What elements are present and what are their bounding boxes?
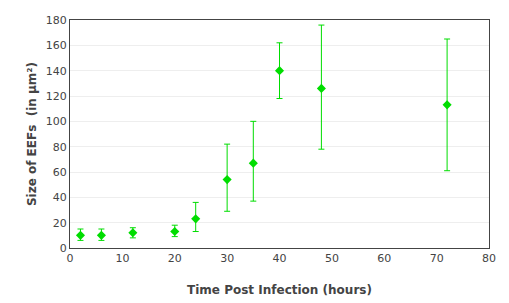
svg-text:160: 160 bbox=[46, 39, 67, 52]
svg-text:10: 10 bbox=[115, 252, 129, 265]
svg-text:180: 180 bbox=[46, 14, 67, 27]
svg-text:40: 40 bbox=[273, 252, 287, 265]
svg-text:70: 70 bbox=[430, 252, 444, 265]
svg-text:50: 50 bbox=[325, 252, 339, 265]
svg-text:60: 60 bbox=[377, 252, 391, 265]
svg-text:30: 30 bbox=[220, 252, 234, 265]
svg-text:140: 140 bbox=[46, 65, 67, 78]
svg-text:80: 80 bbox=[53, 141, 67, 154]
svg-text:0: 0 bbox=[60, 242, 67, 255]
svg-text:100: 100 bbox=[46, 115, 67, 128]
svg-text:0: 0 bbox=[67, 252, 74, 265]
svg-text:80: 80 bbox=[482, 252, 496, 265]
svg-text:Time Post Infection (hours): Time Post Infection (hours) bbox=[187, 283, 372, 297]
svg-text:120: 120 bbox=[46, 90, 67, 103]
svg-text:40: 40 bbox=[53, 191, 67, 204]
svg-text:20: 20 bbox=[168, 252, 182, 265]
svg-text:20: 20 bbox=[53, 217, 67, 230]
svg-text:60: 60 bbox=[53, 166, 67, 179]
svg-text:Size of EEFs (in μm²): Size of EEFs (in μm²) bbox=[25, 62, 39, 206]
